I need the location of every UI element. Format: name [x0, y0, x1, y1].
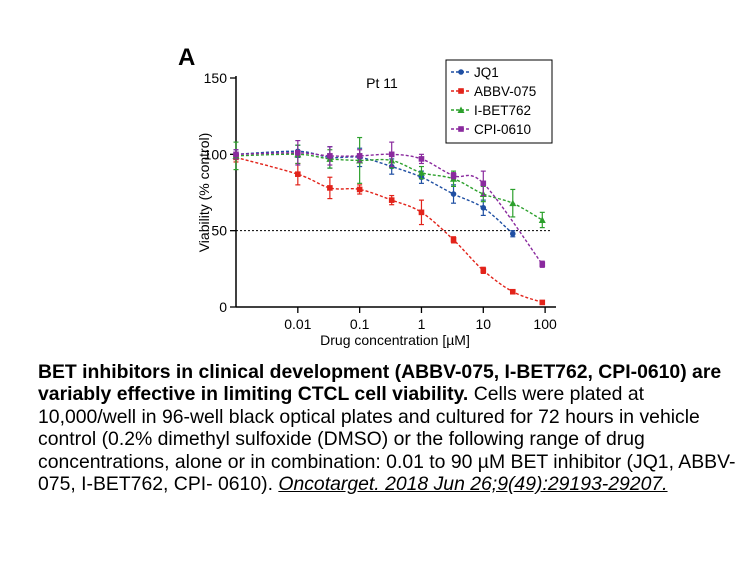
y-tick-label: 50 [211, 223, 227, 239]
point-cpi-0610 [327, 153, 333, 159]
point-jq1 [480, 204, 487, 211]
curve-jq1 [235, 150, 514, 235]
y-axis-label: Viability (% control) [196, 133, 212, 253]
x-tick-label: 1 [418, 316, 426, 332]
point-abbv-075 [509, 288, 516, 295]
legend-label-cpi-0610: CPI-0610 [474, 122, 531, 137]
x-tick-label: 0.01 [284, 316, 311, 332]
legend: JQ1 ABBV-075 I-BET762 CPI-0610 [445, 59, 553, 144]
point-abbv-075 [356, 186, 363, 193]
point-cpi-0610 [388, 151, 395, 158]
x-tick-label: 100 [533, 316, 557, 332]
point-abbv-075 [327, 185, 333, 191]
point-i-bet762 [509, 199, 517, 207]
point-i-bet762 [417, 169, 425, 176]
legend-marker-i-bet762 [457, 106, 465, 113]
legend-label-abbv-075: ABBV-075 [474, 84, 536, 99]
y-tick-label: 150 [204, 70, 228, 86]
chart-title: Pt 11 [366, 75, 398, 91]
x-tick-label: 0.1 [350, 316, 370, 332]
viability-chart: 0 50 100 150 0.01 0.1 1 10 100 Drug concentration… [196, 59, 557, 348]
point-abbv-075 [539, 299, 546, 306]
point-abbv-075 [418, 209, 425, 216]
axes: 0 50 100 150 0.01 0.1 1 10 100 Drug concentration… [196, 70, 557, 348]
point-jq1 [509, 230, 516, 237]
y-tick-label: 0 [219, 299, 227, 315]
point-cpi-0610 [539, 261, 546, 268]
legend-marker-jq1 [458, 69, 464, 75]
point-cpi-0610 [450, 172, 457, 179]
point-i-bet762 [538, 216, 546, 223]
legend-marker-cpi-0610 [458, 126, 464, 132]
point-abbv-075 [295, 171, 301, 177]
point-cpi-0610 [356, 153, 363, 159]
y-tick-label: 100 [204, 146, 228, 162]
curve-i-bet762 [235, 153, 543, 221]
caption-citation[interactable]: Oncotarget. 2018 Jun 26;9(49):29193-2920… [278, 473, 668, 496]
x-axis-label: Drug concentration [µM] [320, 332, 470, 348]
caption-title: BET inhibitors in clinical development (… [38, 361, 722, 406]
point-abbv-075 [388, 197, 395, 203]
legend-marker-abbv-075 [458, 88, 464, 94]
point-cpi-0610 [418, 156, 425, 162]
point-jq1 [450, 191, 457, 197]
legend-label-jq1: JQ1 [474, 65, 499, 80]
point-cpi-0610 [480, 180, 487, 187]
curve-abbv-075 [235, 156, 543, 304]
panel-label: A [178, 44, 196, 71]
point-abbv-075 [450, 237, 457, 243]
figure-caption: BET inhibitors in clinical development (… [38, 361, 738, 495]
fit-curves [235, 150, 543, 304]
x-tick-label: 10 [476, 316, 492, 332]
data-points [232, 136, 546, 306]
point-cpi-0610 [295, 150, 301, 156]
point-cpi-0610 [233, 151, 239, 158]
legend-label-i-bet762: I-BET762 [474, 103, 531, 118]
point-abbv-075 [480, 267, 487, 274]
caption-body: Cells were plated at 10,000/well in 96-w… [38, 383, 736, 496]
